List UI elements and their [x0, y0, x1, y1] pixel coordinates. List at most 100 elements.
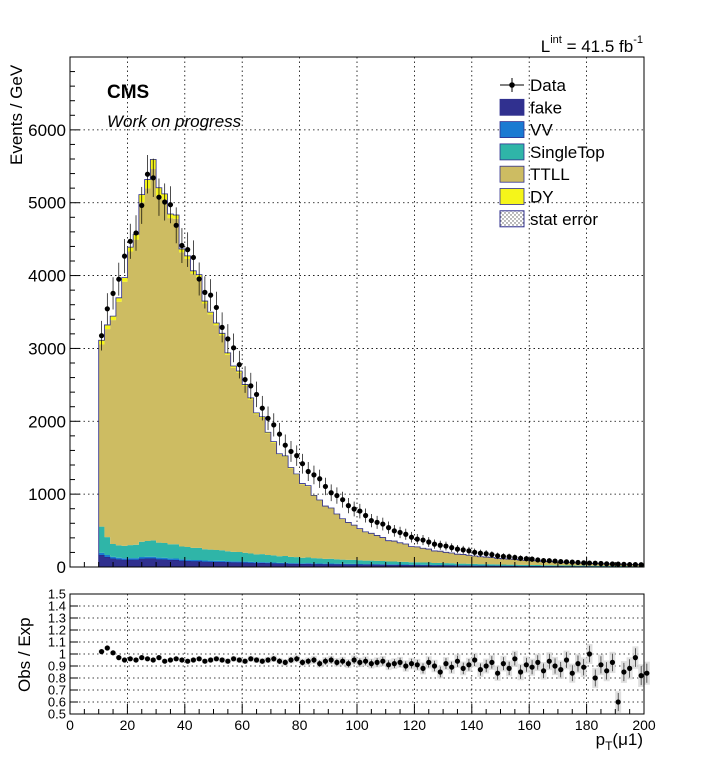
data-point	[363, 512, 369, 519]
ratio-point	[483, 663, 489, 669]
data-point	[380, 521, 386, 527]
legend-item-vv: VV	[499, 121, 553, 140]
ratio-point	[615, 699, 621, 705]
ratio-point	[317, 661, 323, 667]
ratio-x-tick-label: 180	[575, 717, 599, 733]
ratio-point	[357, 659, 363, 666]
ratio-point	[408, 661, 415, 667]
data-point	[248, 383, 254, 389]
ratio-y-tick-label: 1.2	[48, 623, 66, 638]
data-point	[110, 290, 116, 296]
ratio-point	[495, 670, 501, 676]
ratio-point	[150, 657, 156, 663]
ratio-point	[265, 657, 271, 663]
ratio-y-tick-label: 1.5	[48, 587, 66, 602]
data-point	[236, 362, 242, 368]
luminosity-letter: L	[541, 37, 550, 56]
ratio-point	[368, 661, 374, 667]
ratio-point	[454, 658, 461, 664]
ratio-point	[345, 661, 351, 667]
ratio-point	[121, 657, 128, 663]
data-point	[523, 556, 529, 562]
ratio-point	[592, 675, 598, 681]
ratio-point	[167, 657, 174, 663]
data-point	[294, 453, 300, 459]
data-point	[311, 472, 317, 478]
ratio-y-axis-label: Obs / Exp	[15, 617, 34, 692]
legend-swatch-fake	[499, 98, 525, 116]
data-point	[144, 171, 151, 177]
data-point	[397, 529, 403, 536]
data-point	[173, 222, 179, 228]
main-y-tick-label: 1000	[28, 485, 66, 504]
histogram-ttll	[98, 168, 644, 567]
ratio-point	[294, 656, 300, 662]
main-x-axis	[69, 557, 645, 567]
ratio-y-tick-label: 1.4	[48, 599, 66, 614]
ratio-point	[437, 669, 443, 675]
ratio-point	[374, 659, 380, 666]
data-point	[529, 556, 535, 562]
legend-swatch-singletop	[499, 143, 525, 161]
ratio-point	[173, 656, 179, 662]
main-y-tick-label: 4000	[28, 267, 66, 286]
legend-label: DY	[530, 188, 554, 207]
ratio-point	[116, 655, 122, 661]
luminosity-value: = 41.5 fb	[562, 37, 633, 56]
ratio-point	[104, 645, 110, 651]
data-point	[483, 551, 489, 557]
ratio-y-axis: 0.50.60.70.80.911.11.21.31.41.5	[48, 587, 78, 722]
main-y-axis: 0 1000 2000 3000 4000 5000 6000	[28, 71, 80, 577]
data-point	[299, 461, 306, 467]
data-point	[368, 517, 374, 524]
ratio-y-tick-label: 0.8	[48, 671, 66, 686]
legend-item-stat-error: stat error	[499, 210, 598, 229]
ratio-point	[621, 669, 627, 675]
ratio-points	[98, 644, 650, 713]
ratio-point	[535, 659, 541, 666]
ratio-point	[403, 663, 409, 669]
data-point	[546, 558, 552, 564]
ratio-point	[196, 656, 202, 662]
ratio-point	[208, 657, 214, 663]
legend-item-ttll: TTLL	[499, 165, 570, 184]
ratio-point	[552, 663, 558, 669]
ratio-point	[110, 650, 116, 656]
data-point	[437, 542, 443, 548]
ratio-point	[466, 662, 472, 668]
data-point	[265, 415, 271, 421]
data-point	[351, 506, 357, 512]
ratio-point	[351, 657, 357, 663]
data-point	[408, 534, 415, 540]
data-point	[340, 497, 346, 503]
data-point	[506, 554, 512, 560]
ratio-point	[512, 656, 518, 662]
data-point	[139, 202, 145, 209]
ratio-point	[506, 665, 512, 672]
ratio-y-tick-label: 1	[59, 647, 66, 662]
data-point	[426, 539, 432, 545]
legend-item-singletop: SingleTop	[499, 143, 605, 162]
data-point	[604, 561, 610, 567]
ratio-point	[179, 657, 185, 663]
ratio-point	[288, 657, 294, 663]
legend-swatch-dy	[499, 188, 525, 205]
ratio-point	[443, 661, 449, 667]
ratio-point	[489, 659, 495, 666]
data-point	[420, 537, 426, 543]
legend-label: fake	[530, 98, 562, 117]
ratio-point	[305, 658, 311, 664]
stack-layer-singletop	[98, 526, 644, 567]
data-point	[638, 562, 644, 568]
data-point	[586, 560, 593, 566]
main-y-tick-label: 0	[57, 558, 66, 577]
data-point	[540, 557, 547, 564]
data-point	[385, 525, 392, 531]
data-point	[345, 503, 351, 509]
ratio-x-axis: 0 20 40 60 80 100 120 140 160 180 200	[66, 704, 656, 733]
ratio-point	[219, 657, 225, 663]
ratio-point	[225, 658, 231, 664]
data-point	[271, 422, 277, 428]
data-point	[208, 292, 214, 298]
data-point	[581, 560, 587, 566]
